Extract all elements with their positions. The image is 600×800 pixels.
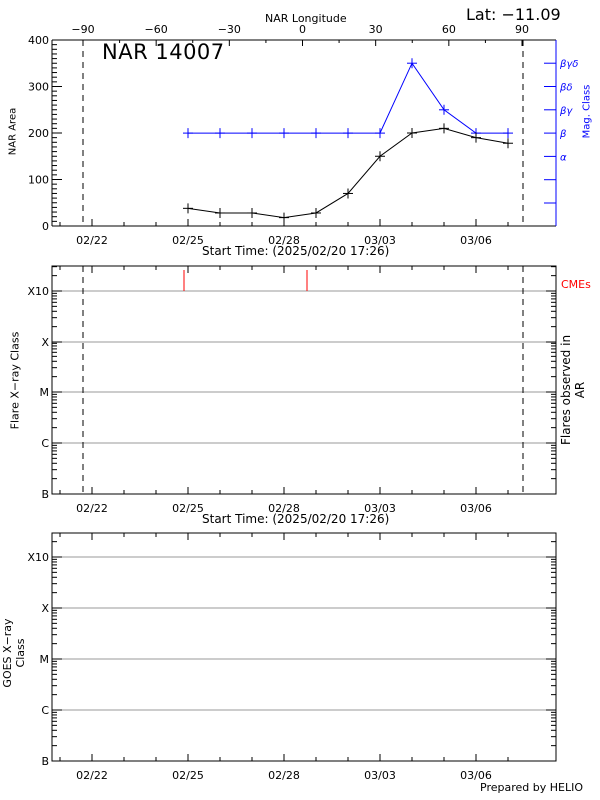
mag-class-tick-label: βγδ: [559, 59, 578, 70]
footer-credit: Prepared by HELIO: [480, 781, 583, 794]
mag-class-tick-label: βγ: [559, 106, 573, 117]
flare-class-panel: B C M X X10 02/22 02/25 02/28 03/03 03/06: [27, 265, 557, 515]
mag-class-tick-label: β: [559, 129, 567, 140]
mid-xlabel: Start Time: (2025/02/20 17:26): [202, 512, 390, 526]
y-tick-label: X: [41, 602, 49, 615]
goes-xray-panel: B C M X X10 02/22 02/25 02/28 03/03 03/06: [27, 532, 557, 782]
longitude-axis-title: NAR Longitude: [265, 12, 347, 25]
y-tick-label: 0: [42, 220, 49, 233]
mag-class-line: [188, 62, 508, 134]
y-tick-label: B: [41, 488, 49, 501]
x-tick-label: 03/06: [460, 502, 492, 515]
y-tick-label: B: [41, 755, 49, 768]
longitude-tick-label: 0: [299, 23, 306, 36]
x-tick-label: 02/22: [76, 502, 108, 515]
x-tick-label: 02/22: [76, 234, 108, 247]
longitude-tick-label: −30: [218, 23, 241, 36]
goes-class-ylabel: GOES X−ray Class: [1, 618, 27, 688]
mag-class-tick-label: α: [560, 152, 567, 163]
y-tick-label: 400: [28, 34, 49, 47]
x-tick-label: 02/28: [268, 502, 300, 515]
y-tick-label: C: [41, 437, 49, 450]
y-tick-label: 100: [28, 174, 49, 187]
x-tick-label: 02/25: [172, 234, 204, 247]
flare-class-ylabel: Flare X−ray Class: [8, 331, 22, 430]
mag-class-tick-label: βδ: [559, 83, 573, 94]
region-title: NAR 14007: [102, 40, 225, 64]
flares-in-ar-ylabel: Flares observed in AR: [559, 334, 587, 446]
x-tick-label: 03/06: [460, 234, 492, 247]
longitude-tick-label: −90: [71, 23, 94, 36]
longitude-tick-label: 90: [515, 23, 529, 36]
y-tick-label: M: [40, 653, 50, 666]
y-tick-label: 300: [28, 81, 49, 94]
nar-area-ylabel: NAR Area: [7, 107, 19, 156]
y-tick-label: M: [40, 386, 50, 399]
cme-legend: CMEs: [561, 278, 591, 291]
mag-class-ylabel: Mag. Class: [581, 84, 593, 139]
y-tick-label: X10: [27, 551, 49, 564]
x-tick-label: 02/22: [76, 769, 108, 782]
latitude-label: Lat: −11.09: [466, 5, 561, 24]
x-tick-label: 02/28: [268, 234, 300, 247]
plot-frame: [51, 265, 557, 495]
y-tick-label: X: [41, 336, 49, 349]
nar-area-line: [187, 127, 509, 219]
x-tick-label: 02/25: [172, 502, 204, 515]
longitude-tick-label: −60: [145, 23, 168, 36]
x-tick-label: 02/25: [172, 769, 204, 782]
y-tick-label: 200: [28, 127, 49, 140]
y-tick-label: C: [41, 704, 49, 717]
y-tick-label: X10: [27, 285, 49, 298]
x-tick-label: 03/06: [460, 769, 492, 782]
x-tick-label: 02/28: [268, 769, 300, 782]
x-tick-label: 03/03: [364, 769, 396, 782]
longitude-tick-label: 30: [369, 23, 383, 36]
x-tick-label: 03/03: [364, 502, 396, 515]
x-tick-label: 03/03: [364, 234, 396, 247]
plot-frame: [51, 532, 557, 762]
top-xlabel: Start Time: (2025/02/20 17:26): [202, 244, 390, 258]
longitude-tick-label: 60: [442, 23, 456, 36]
